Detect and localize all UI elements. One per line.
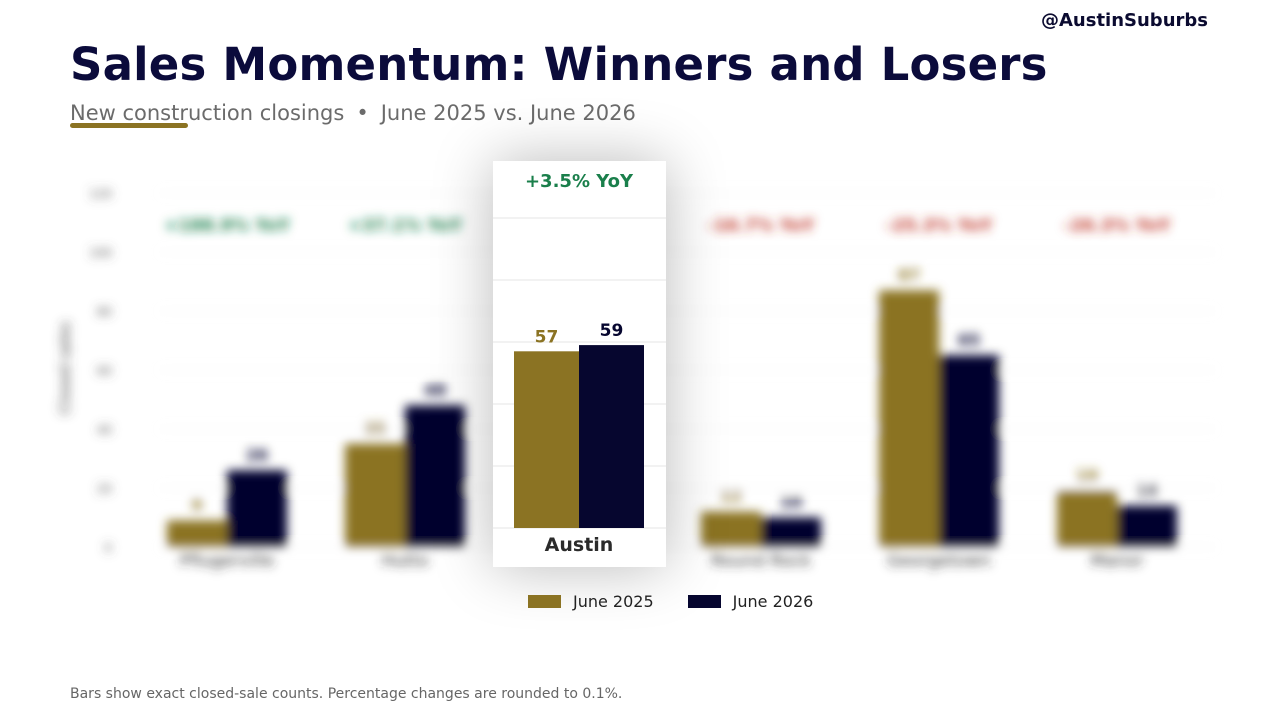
legend-label-june-2025: June 2025 bbox=[573, 592, 654, 611]
legend-label-june-2026: June 2026 bbox=[732, 592, 814, 611]
bar-austin-2025 bbox=[514, 351, 579, 528]
y-tick-label: 40 bbox=[97, 423, 112, 437]
subtitle-metric: New construction closings bbox=[70, 101, 345, 125]
yoy-change-label: +37.1% YoY bbox=[348, 216, 463, 236]
bar-round-rock-2025 bbox=[701, 511, 761, 547]
legend-item-june-2025: June 2025 bbox=[528, 592, 654, 611]
subtitle-period: June 2025 vs. June 2026 bbox=[380, 101, 636, 125]
yoy-change-label: +188.9% YoY bbox=[164, 216, 290, 236]
legend-swatch-june-2026 bbox=[687, 595, 721, 608]
bar-hutto-2026 bbox=[405, 405, 465, 547]
bar-value-label: 12 bbox=[720, 487, 742, 506]
legend-swatch-june-2025 bbox=[528, 595, 561, 608]
y-tick-label: 100 bbox=[89, 246, 112, 260]
y-tick-label: 20 bbox=[97, 482, 112, 496]
bar-value-label: 48 bbox=[424, 380, 446, 399]
yoy-change-label: -25.3% YoY bbox=[886, 216, 993, 236]
bar-value-label: 59 bbox=[600, 321, 624, 341]
y-tick-label: 80 bbox=[97, 305, 112, 319]
bar-manor-2026 bbox=[1117, 505, 1177, 547]
category-label: Pflugerville bbox=[180, 551, 275, 571]
bar-value-label: 35 bbox=[364, 419, 386, 438]
bar-austin-2026 bbox=[579, 345, 644, 528]
chart-subtitle: New construction closings • June 2025 vs. … bbox=[70, 101, 636, 125]
bar-round-rock-2026 bbox=[761, 517, 821, 547]
austin-spotlight-chart: 57 59 +3.5% YoY Austin bbox=[493, 171, 666, 556]
yoy-change-label: -26.3% YoY bbox=[1064, 216, 1171, 236]
bar-value-label: 10 bbox=[780, 493, 802, 512]
bar-hutto-2025 bbox=[345, 443, 405, 547]
bar-value-label: 57 bbox=[535, 327, 559, 347]
footnote: Bars show exact closed-sale counts. Perc… bbox=[70, 686, 623, 702]
subtitle-separator: • bbox=[356, 101, 369, 125]
yoy-change-label: -16.7% YoY bbox=[708, 216, 815, 236]
bar-value-label: 14 bbox=[1136, 481, 1158, 500]
yoy-change-label: +3.5% YoY bbox=[525, 171, 634, 192]
bar-pflugerville-2026 bbox=[227, 470, 287, 547]
category-label: Round Rock bbox=[711, 551, 811, 571]
bar-value-label: 65 bbox=[958, 330, 980, 349]
legend: June 2025 June 2026 bbox=[528, 592, 847, 611]
category-label: Austin bbox=[545, 534, 614, 556]
background-chart-layer: 0 20 40 60 80 100 120 Closed sales 9 26 Pflugervil… bbox=[56, 187, 1215, 571]
bar-value-label: 19 bbox=[1076, 466, 1098, 485]
category-label: Manor bbox=[1090, 551, 1143, 571]
category-label: Georgetown bbox=[887, 551, 991, 571]
bar-value-label: 87 bbox=[898, 265, 920, 284]
legend-item-june-2026: June 2026 bbox=[687, 592, 814, 611]
bar-value-label: 9 bbox=[191, 495, 202, 514]
y-tick-label: 120 bbox=[89, 187, 112, 201]
bar-pflugerville-2025 bbox=[167, 520, 227, 547]
account-handle: @AustinSuburbs bbox=[1040, 10, 1208, 31]
y-axis-label: Closed sales bbox=[56, 321, 74, 415]
bar-value-label: 26 bbox=[246, 445, 268, 464]
austin-spotlight-card: 57 59 +3.5% YoY Austin bbox=[493, 161, 666, 567]
bar-georgetown-2025 bbox=[879, 290, 939, 547]
chart-title: Sales Momentum: Winners and Losers bbox=[70, 38, 1048, 91]
bar-chart: 0 20 40 60 80 100 120 Closed sales 9 26 Pflugervil… bbox=[56, 187, 1215, 571]
subtitle-accent-underline bbox=[70, 123, 188, 128]
y-tick-label: 60 bbox=[97, 364, 112, 378]
category-label: Hutto bbox=[381, 551, 428, 571]
bar-manor-2025 bbox=[1057, 490, 1117, 547]
bar-georgetown-2026 bbox=[939, 355, 999, 547]
y-tick-label: 0 bbox=[104, 541, 112, 555]
